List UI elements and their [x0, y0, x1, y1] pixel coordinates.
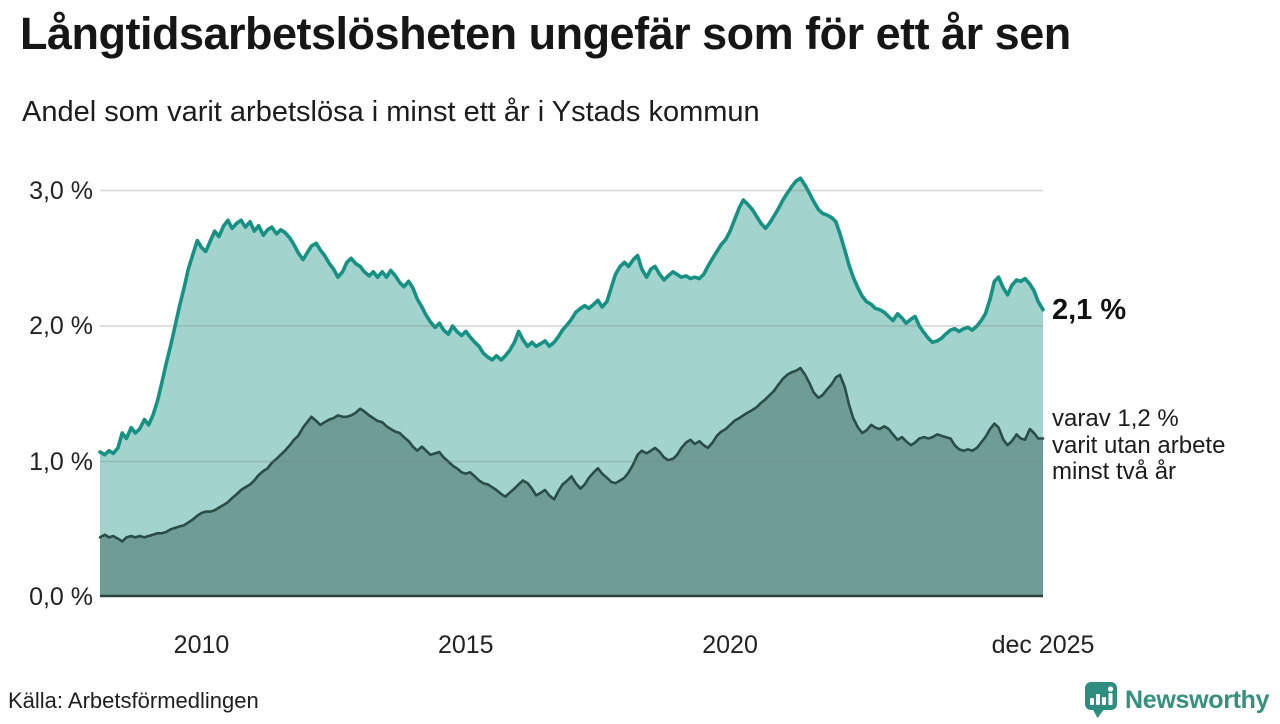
- two-year-label-line2: varit utan arbete: [1052, 431, 1226, 459]
- chart-subtitle: Andel som varit arbetslösa i minst ett å…: [22, 96, 760, 128]
- y-tick-label-2: 2,0 %: [29, 312, 93, 340]
- x-tick-label-dec-2025: dec 2025: [991, 631, 1095, 659]
- two-year-area-fill: [100, 368, 1043, 597]
- two-year-label-line3: minst två år: [1052, 458, 1177, 485]
- y-tick-label-0: 0,0 %: [29, 583, 93, 611]
- x-tick-label-2015: 2015: [437, 631, 494, 659]
- two-year-label-line1: varav 1,2 %: [1052, 405, 1179, 432]
- x-tick-label-2020: 2020: [702, 631, 758, 659]
- total-line: [98, 176, 1045, 457]
- chart-title: Långtidsarbetslösheten ungefär som för e…: [20, 8, 1071, 59]
- y-tick-label-1: 1,0 %: [29, 447, 93, 476]
- source-credit: Källa: Arbetsförmedlingen: [8, 688, 259, 713]
- total-value-label: 2,1 %: [1052, 294, 1127, 326]
- two-year-value-label: varav 1,2 % varit utan arbete minst två …: [1052, 405, 1226, 486]
- newsworthy-logo: Newsworthy: [1084, 681, 1270, 719]
- y-tick-label-3: 3,0 %: [29, 176, 93, 205]
- x-tick-label-2010: 2010: [173, 631, 230, 659]
- two-year-line: [98, 366, 1045, 543]
- newsworthy-logo-text: Newsworthy: [1125, 685, 1270, 714]
- newsworthy-logo-icon: [1084, 681, 1118, 719]
